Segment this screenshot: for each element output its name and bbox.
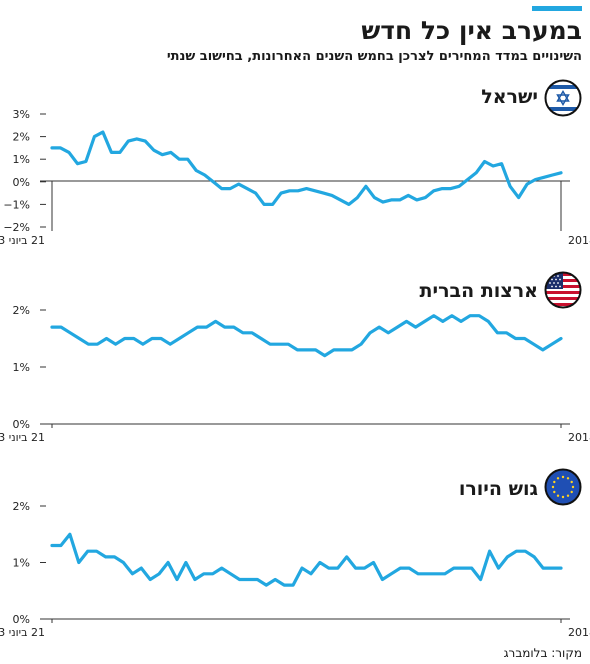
usa-flag-icon xyxy=(544,271,582,309)
y-tick-label: 1% xyxy=(13,557,30,570)
y-tick-label: 2% xyxy=(13,304,30,317)
y-tick-label: 3% xyxy=(13,108,30,121)
series-line xyxy=(50,314,563,358)
x-date-label-end: 21 ביוני 2018 xyxy=(568,234,590,247)
y-tick-label: 2% xyxy=(13,500,30,513)
y-tick-label: −2% xyxy=(3,221,30,234)
x-date-label-start: 21 ביוני 2013 xyxy=(0,431,45,444)
eu-flag-icon xyxy=(544,468,582,506)
y-tick-label: 2% xyxy=(13,131,30,144)
y-tick-label: −1% xyxy=(3,198,30,211)
source-note: מקור: בלומברג xyxy=(503,646,582,660)
panel-label-usa: ארצות הברית xyxy=(419,280,538,302)
israel-flag-icon xyxy=(544,79,582,117)
y-tick-label: 0% xyxy=(13,176,30,189)
panel-label-eurozone: גוש היורו xyxy=(458,478,538,500)
y-tick-label: 0% xyxy=(13,418,30,431)
panel-label-israel: ישראל xyxy=(481,86,538,108)
page-title: במערב אין כל חדש xyxy=(361,16,582,45)
page-subtitle: השינויים במדד המחירים לצרכן בחמש השנים ה… xyxy=(166,49,582,64)
series-line xyxy=(50,130,563,206)
x-date-label-end: 21 ביוני 2018 xyxy=(568,626,590,639)
series-line xyxy=(50,532,563,587)
x-date-label-start: 21 ביוני 2013 xyxy=(0,626,45,639)
accent-bar xyxy=(532,6,582,11)
y-tick-label: 1% xyxy=(13,361,30,374)
x-date-label-end: 21 ביוני 2018 xyxy=(568,431,590,444)
y-tick-label: 0% xyxy=(13,613,30,626)
x-date-label-start: 21 ביוני 2013 xyxy=(0,234,45,247)
y-tick-label: 1% xyxy=(13,153,30,166)
